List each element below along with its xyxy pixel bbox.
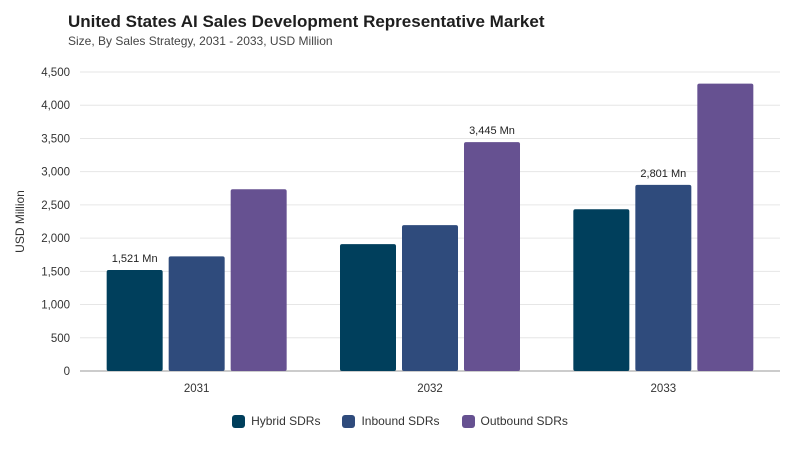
legend-swatch-outbound (461, 414, 475, 428)
bar (464, 142, 520, 371)
y-tick-label: 4,500 (41, 67, 70, 79)
bar (402, 225, 458, 371)
data-label: 2,801 Mn (640, 168, 686, 180)
data-label: 1,521 Mn (112, 253, 158, 265)
y-tick-label: 3,000 (41, 167, 70, 179)
bar (106, 269, 163, 371)
bar (168, 256, 225, 371)
y-tick-label: 500 (51, 333, 70, 345)
legend-label-hybrid: Hybrid SDRs (251, 414, 321, 428)
bar (230, 189, 287, 371)
y-tick-label: 3,500 (41, 133, 70, 145)
x-tick-label: 2033 (651, 383, 677, 395)
legend-item-inbound: Inbound SDRs (342, 414, 440, 428)
legend-swatch-inbound (342, 414, 356, 428)
bar (340, 244, 396, 371)
data-label: 3,445 Mn (469, 125, 515, 137)
legend-label-inbound: Inbound SDRs (361, 414, 440, 428)
legend-item-hybrid: Hybrid SDRs (232, 414, 320, 428)
chart-subtitle: Size, By Sales Strategy, 2031 - 2033, US… (68, 34, 333, 48)
y-tick-label: 4,000 (41, 100, 70, 112)
chart-title: United States AI Sales Development Repre… (68, 12, 545, 31)
x-tick-label: 2031 (184, 383, 210, 395)
x-tick-label: 2032 (417, 383, 443, 395)
bar (573, 209, 630, 371)
y-tick-label: 2,000 (41, 233, 70, 245)
y-tick-label: 2,500 (41, 200, 70, 212)
y-tick-label: 0 (64, 366, 70, 378)
legend-label-outbound: Outbound SDRs (480, 414, 568, 428)
bar (697, 83, 754, 371)
bar (635, 184, 692, 371)
y-tick-label: 1,500 (41, 266, 70, 278)
chart-legend: Hybrid SDRs Inbound SDRs Outbound SDRs (0, 414, 800, 428)
y-tick-label: 1,000 (41, 300, 70, 312)
bar-chart: 0 500 1,000 1,500 2,000 2,500 3,000 3,500 4,000 4… (13, 67, 780, 395)
legend-swatch-hybrid (232, 414, 246, 428)
legend-item-outbound: Outbound SDRs (461, 414, 568, 428)
y-axis-label: USD Million (13, 190, 27, 253)
